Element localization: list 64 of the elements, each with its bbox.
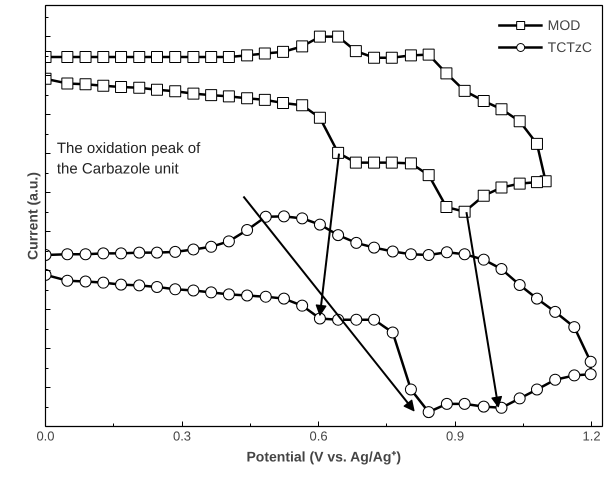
point (514, 178, 526, 190)
point (440, 201, 452, 214)
point (530, 138, 543, 150)
point (277, 46, 290, 58)
point (478, 190, 490, 202)
point (133, 50, 146, 63)
point (61, 50, 74, 63)
point (205, 89, 218, 102)
point (241, 92, 254, 104)
point (169, 50, 182, 63)
point (115, 80, 128, 93)
point (495, 103, 508, 116)
x-tick-label: 0.9 (446, 428, 464, 444)
point (133, 82, 146, 94)
point (258, 94, 271, 106)
point (169, 85, 182, 98)
x-tick-label: 0.3 (172, 428, 192, 444)
point (495, 182, 508, 194)
point (350, 156, 362, 169)
point (187, 88, 200, 100)
annotation: The oxidation peak of the Carbazole unit (56, 140, 202, 178)
point (61, 77, 74, 90)
point (404, 49, 417, 62)
legend-label: TCTzC (548, 39, 592, 55)
point (422, 169, 435, 182)
point (332, 30, 344, 43)
point (97, 50, 110, 63)
point (314, 30, 326, 43)
point (150, 84, 163, 96)
point (314, 112, 326, 124)
point (332, 146, 344, 159)
y-axis-title: Current (a.u.) (24, 172, 40, 260)
point (404, 157, 417, 170)
point (478, 95, 490, 108)
point (80, 78, 92, 90)
point (422, 48, 435, 61)
point (368, 156, 380, 169)
point (97, 80, 110, 92)
point (150, 50, 163, 63)
point (258, 47, 271, 60)
point (458, 84, 471, 97)
point (458, 206, 471, 218)
point (241, 49, 254, 62)
point (222, 90, 235, 102)
point (80, 50, 92, 63)
x-axis-title: Potential (V vs. Ag/Ag⁺) (246, 448, 402, 464)
point (222, 50, 235, 63)
x-tick-label: 0.6 (310, 428, 328, 444)
point (368, 52, 380, 64)
point (277, 96, 290, 109)
point (350, 45, 362, 58)
point (530, 176, 543, 188)
point (296, 99, 308, 112)
point (386, 52, 398, 64)
x-tick-label: 1.2 (582, 428, 601, 444)
point (187, 50, 200, 63)
x-tick-label: 0.0 (36, 428, 55, 444)
point (440, 67, 452, 80)
point (514, 115, 526, 128)
legend-label: MOD (548, 17, 580, 33)
point (205, 50, 218, 63)
point (296, 40, 308, 52)
point (115, 50, 128, 63)
point (386, 156, 398, 169)
